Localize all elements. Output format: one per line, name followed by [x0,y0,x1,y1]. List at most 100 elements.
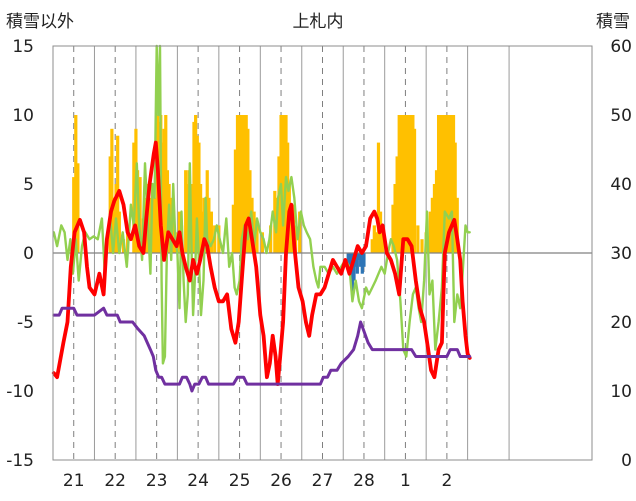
precip-bar [244,115,248,253]
precip-bar [409,115,413,253]
precip-bar [438,115,442,253]
precip-bar [406,115,410,253]
left-tick-label: 0 [23,244,34,264]
x-tick-label: 27 [312,471,334,491]
precip-bar [195,135,199,253]
precip-bar [199,184,203,253]
precip-bar [277,156,281,253]
precip-bar [76,163,80,253]
precip-bar [357,253,361,260]
left-axis-label: 積雪以外 [6,12,74,32]
precip-bar [374,232,378,253]
x-tick-label: 28 [353,471,375,491]
snow_depth-line [52,306,472,393]
precip-bar [453,142,457,253]
precip-bar [412,128,417,253]
precip-bar [445,115,449,253]
precip-bar [450,115,454,253]
precip-bar [117,211,121,253]
x-tick-label: 23 [146,471,168,491]
precip-bar [440,115,444,253]
precip-bar [194,115,198,253]
precip-bar [239,115,243,253]
precip-bar [441,115,446,253]
precip-bar [404,115,408,253]
precip-bar [397,115,401,253]
precip-bar [164,115,168,253]
precip-bar [395,156,399,253]
x-tick-label: 22 [104,471,126,491]
precip-bar [269,225,273,253]
precip-bar [108,156,112,253]
precip-bar [352,253,356,281]
precip-bar [190,184,194,253]
precip-bar [402,115,407,253]
precip-bar [411,115,415,253]
precip-bar [282,115,286,253]
left-axis-ticks: 15 10 5 0 -5 -10 -15 [6,37,34,471]
precip-bar [162,128,166,253]
precip-bar [349,253,353,267]
right-tick-label: 0 [621,451,632,471]
x-tick-label: 1 [400,471,411,491]
chart-title: 上札内 [293,12,344,32]
precip-bar [436,115,441,253]
precip-bar [132,142,136,253]
precip-bar [443,115,447,253]
precip-bar [185,184,189,253]
left-tick-label: -15 [6,451,34,471]
precip-bar [350,253,354,295]
precip-bar [432,184,437,253]
precip-bar [74,115,78,253]
x-tick-label: 24 [187,471,209,491]
precip-bar [237,115,242,253]
precip-bar [370,239,374,253]
precip-bar [434,170,439,253]
precip-bar [420,239,424,253]
precip-bar [298,211,302,253]
precip-bar [255,225,259,253]
left-tick-label: 15 [12,37,34,57]
precip-bar [231,204,235,253]
precip-bar [242,115,247,253]
left-tick-label: -5 [17,313,34,333]
right-tick-label: 60 [610,37,632,57]
x-tick-label: 25 [229,471,251,491]
precip-bar [248,170,252,253]
left-tick-label: 5 [23,175,34,195]
right-tick-label: 10 [610,382,632,402]
temperature-line [51,140,472,386]
precip-bar [391,204,395,253]
plot-frame [52,45,593,461]
precip-bar [209,211,213,253]
precip-bar [160,142,165,253]
right-axis-ticks: 60 50 40 30 20 10 0 [610,37,632,471]
precip-bar [110,128,114,253]
right-tick-label: 40 [610,175,632,195]
precip-bar [281,115,285,253]
precip-bar [184,170,188,253]
precip-bar [360,253,364,274]
precip-bar [286,142,290,253]
precip-bar [393,184,397,253]
precip-bar [200,211,204,253]
precip-bar [401,115,405,253]
precip-bar [448,115,452,253]
x-tick-label: 21 [63,471,85,491]
right-tick-label: 50 [610,106,632,126]
precip-bar [399,115,403,253]
precip-bar [428,211,432,253]
x-axis-ticks: 21 22 23 24 25 26 27 28 1 2 [63,471,452,491]
right-axis-label: 積雪 [596,12,630,32]
precip-bar [359,253,363,267]
right-tick-label: 30 [610,244,632,264]
x-tick-label: 2 [441,471,452,491]
series-lines [51,44,472,393]
precip-bar [416,225,420,253]
precip-bar [246,128,250,253]
precip-bar [407,115,412,253]
precip-bar [241,115,245,253]
precip-bar [152,197,157,253]
left-tick-label: 10 [12,106,34,126]
